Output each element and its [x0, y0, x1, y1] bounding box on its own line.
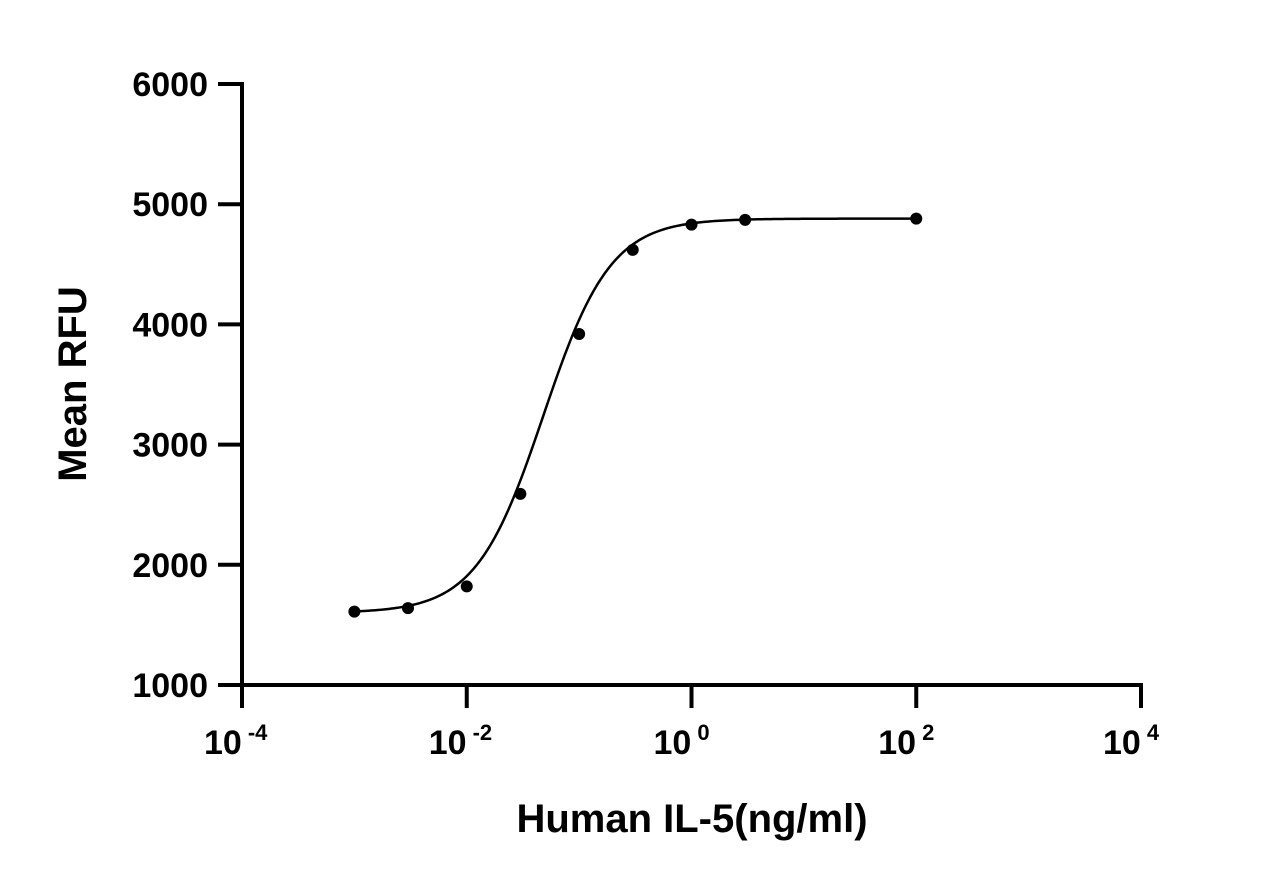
x-tick-label: 10 2	[878, 720, 934, 762]
data-point	[739, 213, 752, 226]
x-tick-label: 10 -2	[429, 720, 492, 762]
data-point	[460, 580, 473, 593]
y-ticks: 1000 2000 3000 4000 5000 6000	[132, 66, 242, 705]
x-ticks: 10 -4 10 -2 10 0 10 2 10 4	[204, 685, 1160, 762]
data-point	[514, 487, 527, 500]
data-point	[573, 328, 586, 341]
data-point	[910, 212, 923, 225]
data-point	[626, 243, 639, 256]
fit-curve	[354, 217, 917, 613]
x-axis-title: Human IL-5(ng/ml)	[516, 797, 867, 841]
y-tick-label: 6000	[132, 66, 208, 104]
data-point	[685, 218, 698, 231]
y-tick-label: 5000	[132, 186, 208, 224]
y-tick-label: 2000	[132, 547, 208, 585]
y-tick-label: 4000	[132, 306, 208, 344]
data-point	[401, 602, 414, 615]
x-tick-label: 10 4	[1103, 720, 1160, 762]
data-point	[348, 605, 361, 618]
axes	[240, 82, 1143, 687]
x-tick-label: 10 0	[654, 720, 710, 762]
data-points	[348, 212, 923, 618]
x-tick-label: 10 -4	[204, 720, 268, 762]
y-axis-title: Mean RFU	[51, 286, 95, 482]
y-tick-label: 1000	[132, 667, 208, 705]
y-tick-label: 3000	[132, 427, 208, 465]
